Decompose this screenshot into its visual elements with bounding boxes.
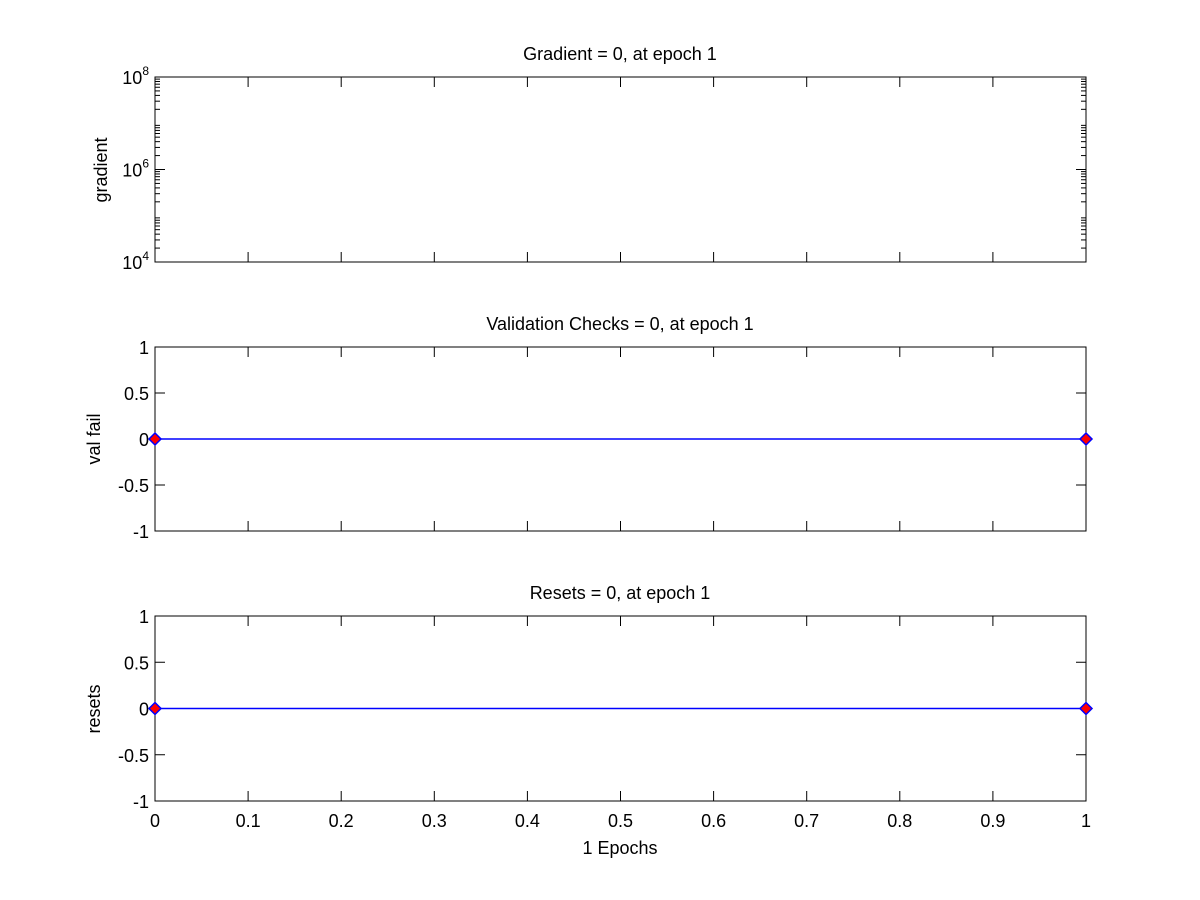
- resets-y-tick-label: -1: [133, 792, 149, 812]
- validation-data-point: [1078, 431, 1094, 447]
- validation-data-point: [147, 431, 163, 447]
- resets-series: [147, 701, 1094, 716]
- resets-x-tick-label: 0.2: [329, 811, 354, 831]
- resets-y-tick-label: -0.5: [118, 746, 149, 766]
- resets-x-tick-label: 0.6: [701, 811, 726, 831]
- gradient-title: Gradient = 0, at epoch 1: [523, 44, 717, 64]
- validation-y-tick-label: 0: [139, 430, 149, 450]
- validation-y-tick-label: -1: [133, 522, 149, 542]
- validation-title: Validation Checks = 0, at epoch 1: [486, 314, 753, 334]
- resets-y-tick-label: 1: [139, 607, 149, 627]
- gradient-y-tick-base: 10: [122, 161, 142, 181]
- resets-x-tick-label: 1: [1081, 811, 1091, 831]
- resets-panel: Resets = 0, at epoch 1 resets 1 Epochs 0…: [84, 583, 1094, 858]
- resets-y-tick-label: 0.5: [124, 653, 149, 673]
- gradient-ylabel: gradient: [91, 137, 111, 202]
- validation-x-ticks: [154, 347, 1087, 531]
- gradient-y-tick-base: 10: [122, 68, 142, 88]
- validation-ylabel: val fail: [84, 413, 104, 464]
- gradient-x-ticks: [154, 77, 1087, 262]
- resets-x-tick-label: 0.5: [608, 811, 633, 831]
- validation-y-tick-label: -0.5: [118, 476, 149, 496]
- validation-y-tick-label: 0.5: [124, 384, 149, 404]
- validation-y-tick-label: 1: [139, 338, 149, 358]
- gradient-y-tick-exponent: 6: [142, 157, 149, 171]
- gradient-y-tick-label: 108: [122, 64, 149, 88]
- validation-panel: Validation Checks = 0, at epoch 1 val fa…: [84, 314, 1094, 542]
- resets-ylabel: resets: [84, 684, 104, 733]
- gradient-plot-area: [154, 76, 1087, 263]
- resets-xlabel: 1 Epochs: [582, 838, 657, 858]
- validation-y-ticks: -1 -0.5 0 0.5 1: [118, 338, 1086, 542]
- resets-x-tick-label: 0.3: [422, 811, 447, 831]
- resets-title: Resets = 0, at epoch 1: [530, 583, 711, 603]
- gradient-y-tick-exponent: 8: [142, 64, 149, 78]
- gradient-panel: Gradient = 0, at epoch 1 gradient 104106…: [91, 44, 1087, 273]
- gradient-y-tick-label: 104: [122, 249, 149, 273]
- resets-data-point: [1078, 701, 1094, 716]
- gradient-y-tick-exponent: 4: [142, 249, 149, 263]
- resets-x-ticks: 0 0.1 0.2 0.3 0.4 0.5 0.6 0.7 0.8 0.9 1: [150, 616, 1091, 831]
- gradient-y-tick-label: 106: [122, 157, 149, 181]
- resets-x-tick-label: 0.4: [515, 811, 540, 831]
- resets-x-tick-label: 0.9: [980, 811, 1005, 831]
- validation-series: [147, 431, 1094, 447]
- resets-x-tick-label: 0: [150, 811, 160, 831]
- resets-y-ticks: -1 -0.5 0 0.5 1: [118, 607, 1086, 812]
- resets-x-tick-label: 0.1: [236, 811, 261, 831]
- resets-x-tick-label: 0.8: [887, 811, 912, 831]
- resets-data-point: [147, 701, 163, 716]
- resets-y-tick-label: 0: [139, 700, 149, 720]
- resets-x-tick-label: 0.7: [794, 811, 819, 831]
- gradient-y-tick-base: 10: [122, 253, 142, 273]
